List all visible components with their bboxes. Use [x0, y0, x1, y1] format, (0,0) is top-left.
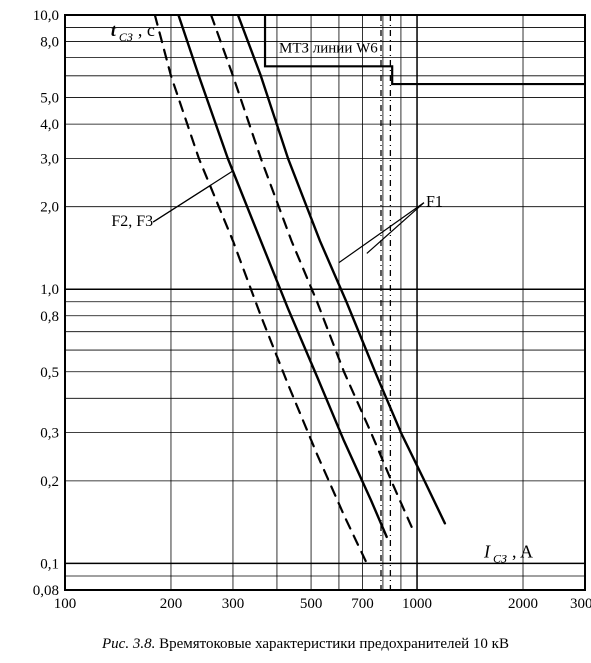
- svg-text:МТЗ линии W6: МТЗ линии W6: [279, 40, 378, 56]
- svg-text:F1: F1: [426, 194, 443, 211]
- svg-text:I: I: [483, 542, 491, 562]
- svg-text:3000: 3000: [570, 596, 591, 612]
- svg-text:10,0: 10,0: [33, 10, 59, 24]
- svg-text:0,08: 0,08: [33, 583, 59, 599]
- svg-text:1,0: 1,0: [40, 282, 59, 298]
- svg-text:, с: , с: [138, 20, 155, 40]
- svg-text:0,5: 0,5: [40, 365, 59, 381]
- svg-text:2000: 2000: [508, 596, 538, 612]
- svg-text:4,0: 4,0: [40, 117, 59, 133]
- svg-text:F2, F3: F2, F3: [111, 213, 153, 230]
- svg-text:700: 700: [351, 596, 374, 612]
- svg-text:0,2: 0,2: [40, 474, 59, 490]
- time-current-chart: МТЗ линии W6F2, F3F110020030050070010002…: [10, 10, 591, 630]
- svg-text:300: 300: [222, 596, 245, 612]
- svg-text:СЗ: СЗ: [493, 552, 507, 566]
- svg-text:1000: 1000: [402, 596, 432, 612]
- svg-text:5,0: 5,0: [40, 91, 59, 107]
- figure-caption: Рис. 3.8. Времятоковые характеристики пр…: [10, 636, 591, 653]
- svg-text:2,0: 2,0: [40, 200, 59, 216]
- figure-caption-text: Времятоковые характеристики предохраните…: [155, 636, 509, 652]
- svg-text:3,0: 3,0: [40, 151, 59, 167]
- svg-text:0,1: 0,1: [40, 556, 59, 572]
- svg-text:0,3: 0,3: [40, 426, 59, 442]
- svg-text:, A: , A: [512, 542, 533, 562]
- svg-text:200: 200: [160, 596, 183, 612]
- svg-text:500: 500: [300, 596, 323, 612]
- svg-text:8,0: 8,0: [40, 35, 59, 51]
- figure-number: Рис. 3.8.: [102, 636, 155, 652]
- svg-text:0,8: 0,8: [40, 309, 59, 325]
- svg-text:СЗ: СЗ: [119, 30, 133, 44]
